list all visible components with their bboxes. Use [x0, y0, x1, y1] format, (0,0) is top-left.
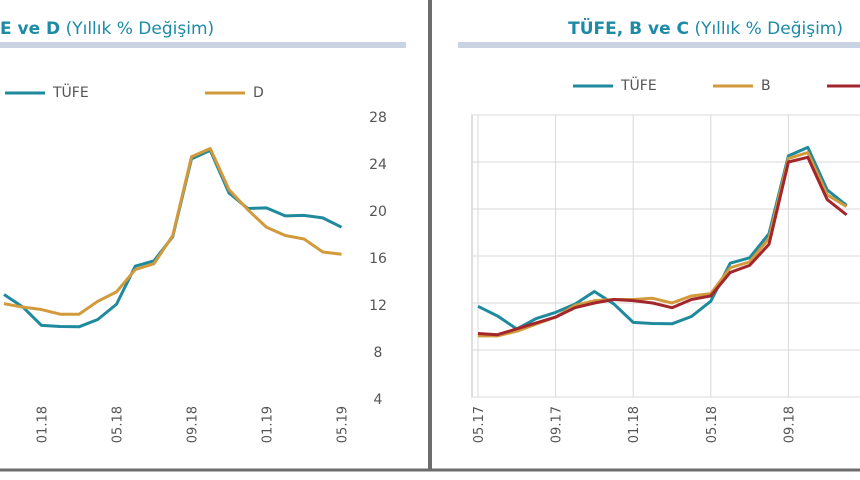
title-underline [458, 42, 860, 48]
y-tick-label: 20 [369, 204, 387, 220]
series-line [3, 147, 342, 316]
y-tick-label: 8 [374, 345, 383, 361]
legend-label: D [253, 85, 264, 101]
x-tick-label: 09.18 [782, 406, 797, 443]
y-tick-label: 4 [374, 392, 383, 408]
x-tick-label: 05.17 [472, 406, 487, 443]
legend-label: TÜFE [620, 76, 657, 94]
legend-label: TÜFE [52, 83, 89, 101]
chart-title: E ve D (Yıllık % Değişim) [0, 19, 214, 39]
title-sub: (Yıllık % Değişim) [694, 19, 843, 39]
title-main: TÜFE, B ve C [568, 17, 689, 39]
y-tick-label: 28 [369, 110, 387, 126]
x-tick-label: 05.19 [336, 406, 351, 443]
x-tick-label: 05.18 [705, 406, 720, 443]
title-sub: (Yıllık % Değişim) [66, 19, 215, 39]
x-tick-label: 01.19 [261, 406, 276, 443]
chart-title: TÜFE, B ve C (Yıllık % Değişim) [568, 17, 843, 39]
y-tick-label: 12 [369, 298, 387, 314]
x-tick-label: 01.18 [36, 406, 51, 443]
x-tick-label: 09.18 [186, 406, 201, 443]
y-tick-label: 16 [369, 251, 387, 267]
y-tick-label: 24 [369, 157, 387, 173]
series-line [477, 155, 848, 337]
x-tick-label: 05.18 [111, 406, 126, 443]
x-tick-label: 01.18 [627, 406, 642, 443]
x-tick-label: 09.17 [550, 406, 565, 443]
title-underline [0, 42, 406, 48]
title-main: E ve D [0, 19, 60, 39]
legend-label: B [761, 78, 771, 94]
